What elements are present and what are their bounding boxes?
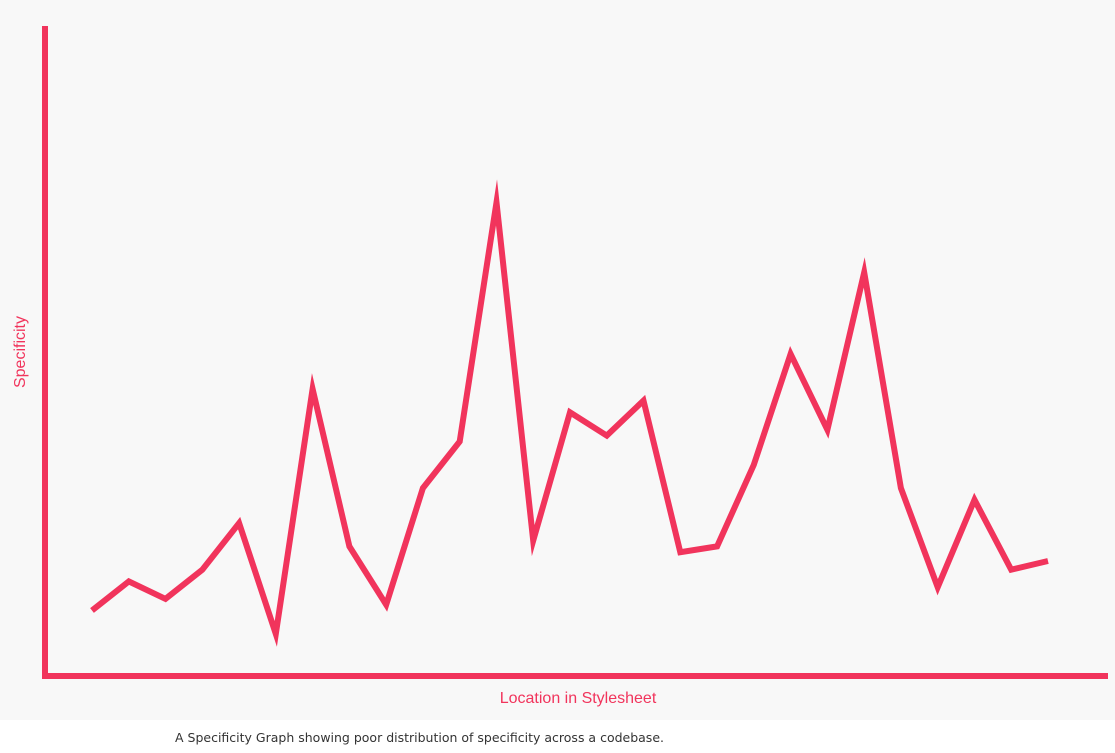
- line-chart: [42, 26, 1108, 679]
- figure-caption: A Specificity Graph showing poor distrib…: [175, 730, 664, 745]
- y-axis-label: Specificity: [12, 315, 29, 389]
- x-axis-label: Location in Stylesheet: [499, 690, 657, 707]
- series-line: [90, 179, 1049, 647]
- plot-area: [0, 0, 1115, 720]
